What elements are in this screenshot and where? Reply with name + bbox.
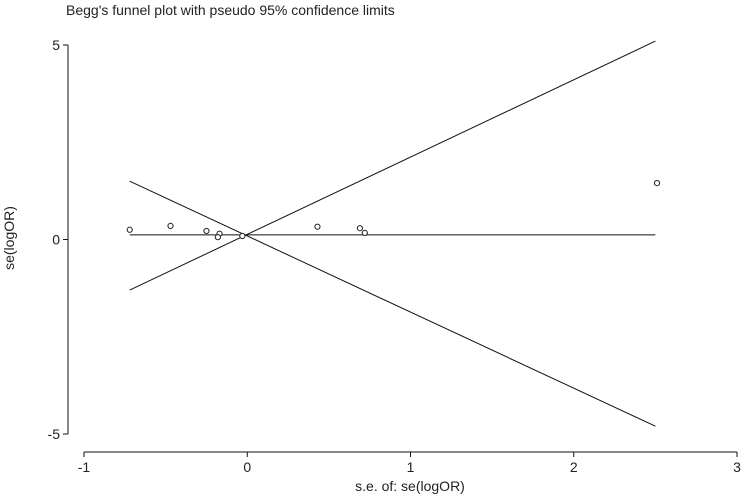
data-point [314, 223, 321, 230]
data-point [356, 225, 363, 232]
x-tick-label: 2 [570, 459, 578, 475]
data-point [361, 229, 368, 236]
axes: -1 0 1 2 3 -5 0 5 [48, 37, 742, 475]
y-tick-label: 5 [52, 37, 60, 53]
data-point [126, 226, 133, 233]
x-tick-label: -1 [78, 459, 91, 475]
y-axis-label: se(logOR) [1, 206, 17, 270]
lower-confidence-limit-line [129, 180, 656, 427]
chart-title: Begg's funnel plot with pseudo 95% confi… [66, 2, 395, 18]
data-point [239, 232, 246, 240]
x-tick-label: 0 [243, 459, 251, 475]
data-point [214, 234, 221, 241]
data-point [203, 227, 210, 235]
data-point [167, 222, 174, 229]
data-point [653, 179, 661, 187]
x-axis-label: s.e. of: se(logOR) [355, 478, 465, 494]
x-tick-label: 1 [407, 459, 415, 475]
y-tick-label: 0 [52, 232, 60, 248]
x-tick-label: 3 [733, 459, 741, 475]
upper-confidence-limit-line [129, 40, 656, 291]
plot-marks [126, 40, 661, 427]
y-tick-label: -5 [48, 426, 61, 442]
